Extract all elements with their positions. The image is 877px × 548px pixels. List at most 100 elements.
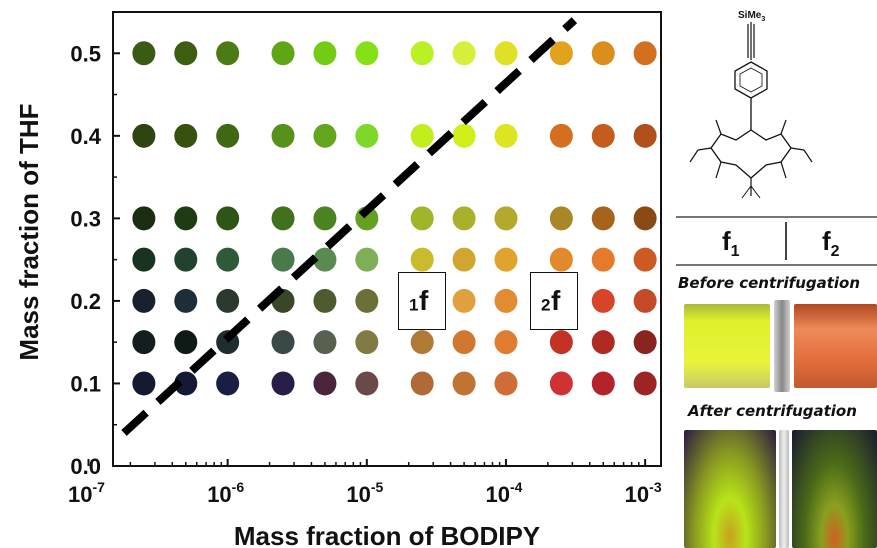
data-point	[410, 206, 434, 231]
data-point	[591, 247, 615, 272]
data-point	[494, 41, 518, 66]
data-point	[355, 123, 379, 148]
photo-f1-after	[684, 430, 776, 548]
data-point	[132, 41, 156, 66]
data-point	[410, 123, 434, 148]
data-point	[132, 247, 156, 272]
data-point	[313, 123, 337, 148]
photo-f1-before	[684, 304, 770, 388]
bodipy-structure: SiMe3	[689, 10, 813, 199]
data-point	[591, 123, 615, 148]
data-point	[174, 247, 198, 272]
data-point	[132, 288, 156, 313]
data-point	[174, 206, 198, 231]
y-ticks: 0.0 0.1 0.2 0.3 0.4 0.5	[70, 41, 120, 479]
data-point	[452, 41, 476, 66]
data-point	[271, 206, 295, 231]
y-tick-label: 0.3	[70, 206, 101, 231]
data-points	[132, 41, 657, 396]
data-point	[271, 41, 295, 66]
data-point	[452, 371, 476, 396]
data-point	[549, 206, 573, 231]
data-point	[216, 123, 240, 148]
data-point	[132, 123, 156, 148]
data-point	[132, 371, 156, 396]
y-tick-label: 0.4	[70, 124, 101, 149]
data-point	[452, 330, 476, 355]
x-ticks: 10-7 10-6 10-5 10-4 10-3	[68, 459, 662, 507]
data-point	[271, 371, 295, 396]
data-point	[494, 123, 518, 148]
data-point	[174, 330, 198, 355]
data-point	[410, 247, 434, 272]
data-point	[591, 206, 615, 231]
structure-simelabel: SiMe3	[738, 10, 765, 23]
data-point	[633, 247, 657, 272]
data-point	[216, 288, 240, 313]
data-point	[355, 330, 379, 355]
data-point	[355, 247, 379, 272]
x-tick-label: 10-6	[207, 479, 244, 507]
data-point	[633, 41, 657, 66]
x-tick-label: 10-4	[486, 479, 523, 507]
data-point	[591, 371, 615, 396]
column-divider	[785, 222, 787, 260]
data-point	[410, 371, 434, 396]
data-point	[549, 371, 573, 396]
data-point	[633, 288, 657, 313]
data-point	[313, 41, 337, 66]
data-point	[216, 206, 240, 231]
data-point	[633, 330, 657, 355]
data-point	[452, 247, 476, 272]
data-point	[633, 123, 657, 148]
data-point	[174, 123, 198, 148]
data-point	[633, 371, 657, 396]
data-point	[549, 247, 573, 272]
data-point	[174, 371, 198, 396]
f-columns-header: f1 f2	[676, 216, 877, 266]
data-point	[271, 247, 295, 272]
data-point	[174, 288, 198, 313]
data-point	[591, 288, 615, 313]
data-point	[494, 330, 518, 355]
data-point	[216, 371, 240, 396]
col-f1-label: f1	[722, 226, 740, 261]
photo-f2-after	[792, 430, 877, 548]
data-point	[633, 206, 657, 231]
data-point	[452, 206, 476, 231]
y-axis-title: Mass fraction of THF	[14, 103, 44, 360]
data-point	[410, 41, 434, 66]
data-point	[549, 41, 573, 66]
right-panel: SiMe3 f1 f2 Before centrifugation After …	[676, 0, 877, 548]
x-tick-label: 10-7	[68, 479, 105, 507]
data-point	[313, 371, 337, 396]
plot-frame	[112, 11, 662, 467]
data-point	[549, 330, 573, 355]
after-centrifugation-caption: After centrifugation	[688, 402, 857, 420]
data-point	[313, 247, 337, 272]
photo-divider-before	[774, 300, 790, 392]
y-tick-label: 0.2	[70, 289, 101, 314]
data-point	[494, 206, 518, 231]
data-point	[216, 247, 240, 272]
data-point	[271, 123, 295, 148]
f1-subscript: 1	[409, 295, 419, 315]
col-f2-label: f2	[822, 226, 840, 261]
data-point	[174, 41, 198, 66]
x-axis-title: Mass fraction of BODIPY	[234, 521, 540, 548]
x-tick-label: 10-3	[625, 479, 662, 507]
data-point	[271, 330, 295, 355]
data-point	[313, 206, 337, 231]
chart-area: 10-7 10-6 10-5 10-4 10-3 0.00.10.20.30.40.5 …	[14, 11, 662, 548]
data-point	[452, 288, 476, 313]
f2-subscript: 2	[541, 295, 551, 315]
y-tick-label: 0.1	[70, 371, 101, 396]
data-point	[355, 41, 379, 66]
data-point	[355, 288, 379, 313]
photo-divider-after	[779, 430, 789, 548]
y-tick-label: 0.5	[70, 41, 101, 66]
f2-label: f	[551, 285, 561, 316]
y-tick-label: 0.0	[70, 454, 101, 479]
